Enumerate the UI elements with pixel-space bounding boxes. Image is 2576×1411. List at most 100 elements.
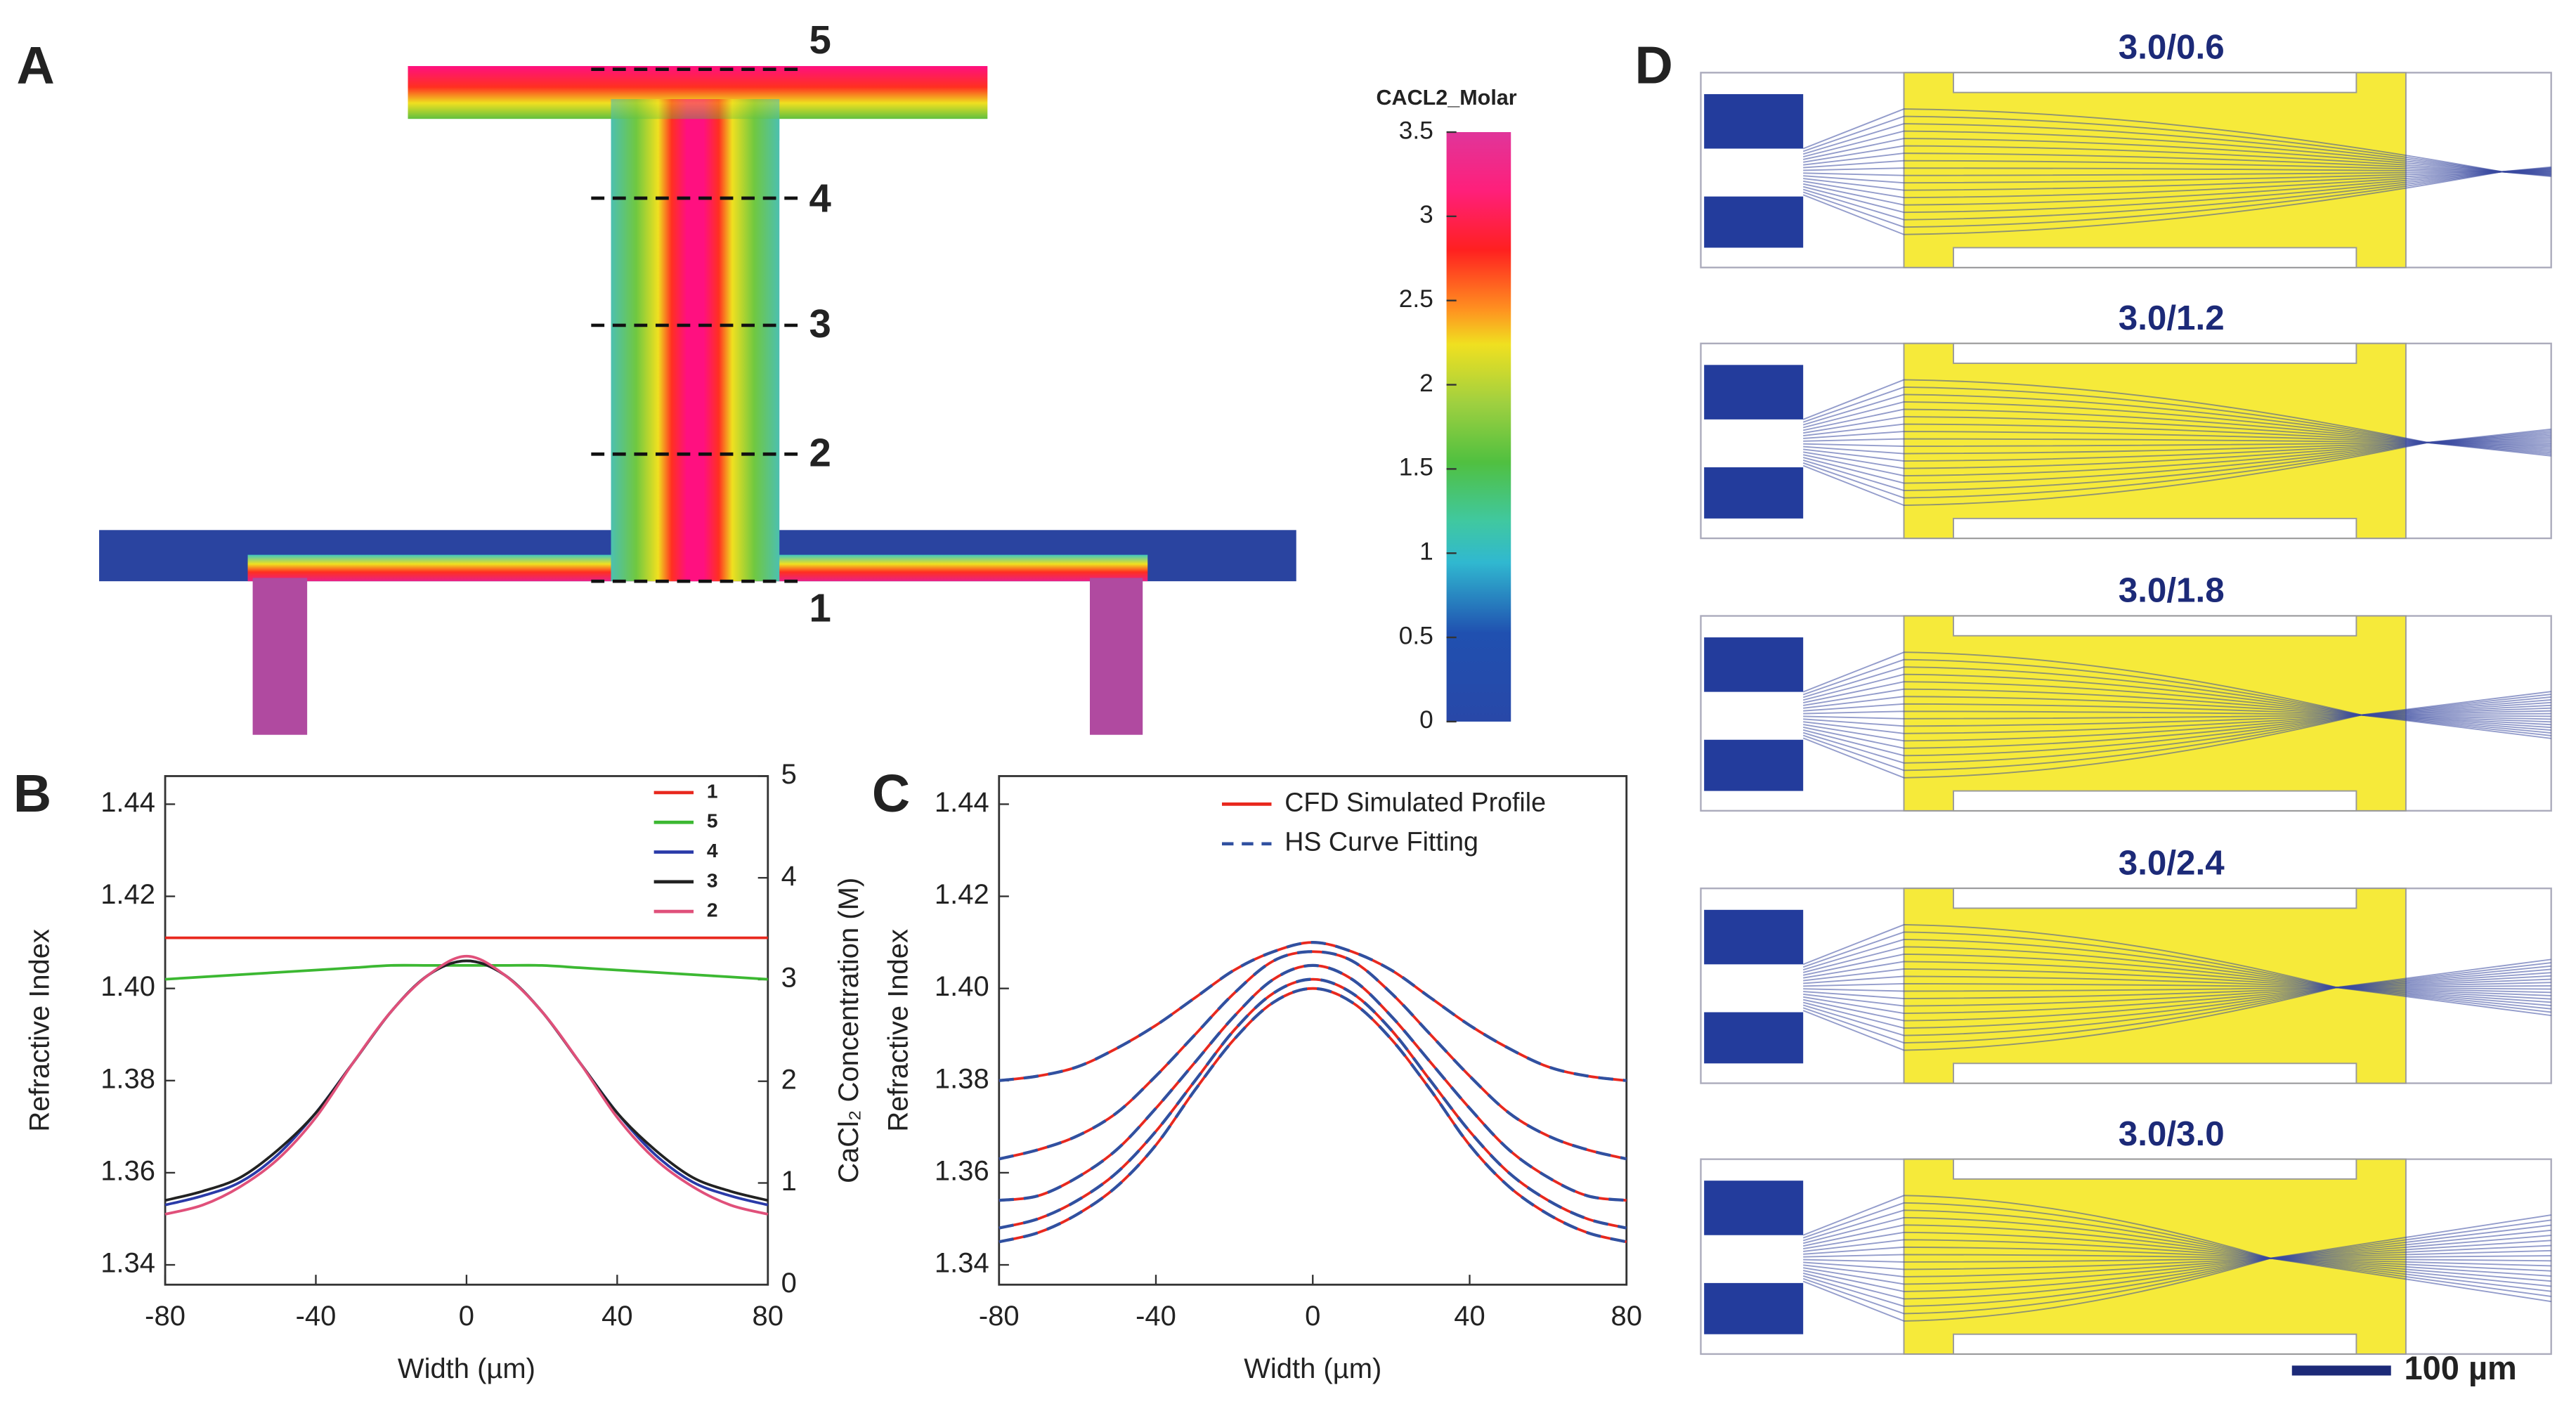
notch [1953,1158,2357,1180]
ray [1803,961,2551,1000]
ray [1803,707,2551,734]
x-tick-label: -80 [145,1301,186,1332]
ray [1803,145,2551,175]
y-tick-label: 1.38 [935,1063,989,1094]
inlet [1704,739,1804,791]
subpanel-title: 3.0/1.8 [2119,571,2225,610]
ray [1803,983,2551,990]
inlet [1704,93,1804,149]
x-tick-label: -80 [979,1301,1020,1332]
x-axis-label: Width (µm) [1244,1353,1381,1384]
ray [1802,924,2551,1017]
ray [1802,696,2551,764]
x-tick-label: 0 [1305,1301,1320,1332]
ray [1803,1239,2551,1272]
ray [1803,975,2551,1014]
ray [1802,1195,2551,1303]
legend-label: 2 [707,899,718,921]
y2-tick-label: 1 [781,1166,797,1197]
ray [1802,167,2551,228]
inlet [1704,1282,1804,1334]
outlet-right [1090,578,1143,735]
ray [1802,168,2551,206]
y-axis-label: Refractive Index [883,929,913,1132]
ray [1802,434,2551,476]
y-tick-label: 1.38 [100,1063,155,1094]
x-tick-label: -40 [296,1301,337,1332]
x-tick-label: 0 [459,1301,474,1332]
series-line [998,987,1627,1244]
notch [1953,1333,2357,1355]
y-tick-label: 1.34 [100,1248,155,1279]
y-tick-label: 1.42 [935,879,989,910]
ray [1802,1224,2551,1282]
y-tick-label: 1.40 [100,971,155,1002]
subpanel-title: 3.0/2.4 [2119,843,2225,882]
ray [1803,982,2551,999]
ray [1803,710,2551,727]
ray [1803,436,2551,469]
ray [1803,975,2551,994]
ray [1802,431,2551,492]
cut-lines [591,67,806,583]
subpanel-title: 3.0/3.0 [2119,1114,2225,1153]
ray [1802,698,2551,757]
ray [1803,416,2551,449]
ray [1803,1240,2551,1285]
y2-tick-label: 4 [781,861,797,892]
ray [1802,1229,2551,1300]
ray [1803,169,2551,191]
subpanel-title: 3.0/0.6 [2119,28,2225,67]
notch [1953,247,2357,268]
cut-label: 4 [809,176,832,221]
series-line [998,941,1627,1082]
ray [1802,962,2551,1043]
ray [1802,394,2551,454]
panel-label: D [1634,36,1672,95]
ray [1802,1214,2551,1322]
subpanel-title: 3.0/1.2 [2119,299,2225,337]
ray [1802,130,2551,176]
ray [1802,673,2551,731]
colorbar-tick-label: 0.5 [1399,622,1433,649]
x-tick-label: -40 [1136,1301,1176,1332]
ray [1803,1246,2551,1267]
ray [1802,681,2551,729]
series-line [998,963,1627,1202]
ray [1802,1216,2551,1287]
cut-label: 2 [809,430,831,474]
y-tick-label: 1.40 [935,971,989,1002]
ray [1802,123,2551,176]
ray [1803,688,2551,726]
ray [1802,666,2551,734]
ray [1803,170,2551,184]
y-tick-label: 1.36 [100,1155,155,1186]
y2-tick-label: 5 [781,759,797,790]
ray [1802,954,2551,1003]
ray [1803,696,2551,723]
inlet [1704,196,1804,248]
ray [1803,978,2551,1007]
ray [1803,441,2551,447]
legend-label: HS Curve Fitting [1284,827,1478,857]
ray [1803,704,2551,742]
cut-label: 1 [809,585,831,630]
notch [1953,1062,2357,1084]
x-tick-label: 80 [1611,1301,1642,1332]
ray [1802,972,2551,1022]
ray [1802,1235,2551,1292]
ray [1802,379,2551,457]
outlet-left [252,578,308,735]
inlet [1704,365,1804,420]
ray [1802,108,2551,177]
inlet [1704,909,1804,965]
colorbar-tick-label: 3.5 [1399,117,1433,144]
ray [1803,1231,2551,1277]
series-line [164,963,768,981]
ray [1803,423,2551,448]
ray [1802,1219,2551,1315]
ray [1803,438,2551,444]
colorbar-title: CACL2_Molar [1376,86,1516,110]
inlet [1704,637,1804,692]
notch [1953,615,2357,637]
